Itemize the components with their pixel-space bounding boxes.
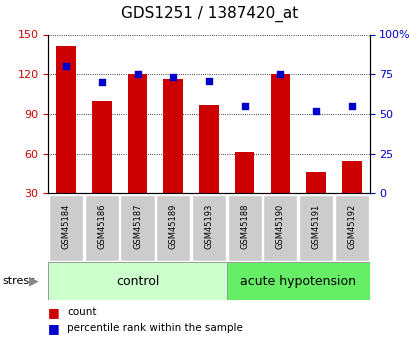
FancyBboxPatch shape	[263, 195, 297, 261]
Text: control: control	[116, 275, 159, 288]
Text: GSM45188: GSM45188	[240, 204, 249, 249]
Text: percentile rank within the sample: percentile rank within the sample	[67, 324, 243, 333]
Bar	[56, 47, 76, 193]
Bar	[199, 105, 219, 193]
Bar	[235, 152, 255, 193]
Text: acute hypotension: acute hypotension	[240, 275, 356, 288]
Point	[63, 63, 70, 69]
Point	[277, 71, 284, 77]
Bar	[128, 74, 147, 193]
Text: GSM45191: GSM45191	[312, 204, 320, 249]
Text: GSM45193: GSM45193	[205, 204, 213, 249]
FancyBboxPatch shape	[85, 195, 119, 261]
Point	[241, 103, 248, 109]
FancyBboxPatch shape	[299, 195, 333, 261]
Point	[98, 79, 105, 85]
FancyBboxPatch shape	[121, 195, 155, 261]
Text: ■: ■	[48, 306, 60, 319]
Bar	[270, 74, 290, 193]
FancyBboxPatch shape	[49, 195, 83, 261]
Text: GSM45184: GSM45184	[62, 204, 71, 249]
FancyBboxPatch shape	[192, 195, 226, 261]
Text: GSM45192: GSM45192	[347, 204, 356, 249]
Text: stress: stress	[2, 276, 35, 286]
Point	[206, 78, 212, 83]
Text: ■: ■	[48, 322, 60, 335]
FancyBboxPatch shape	[228, 195, 262, 261]
FancyBboxPatch shape	[227, 262, 370, 300]
Text: GSM45189: GSM45189	[169, 204, 178, 249]
Point	[134, 71, 141, 77]
Point	[349, 103, 355, 109]
FancyBboxPatch shape	[335, 195, 369, 261]
Bar	[163, 79, 183, 193]
Text: GSM45186: GSM45186	[97, 204, 106, 249]
Text: count: count	[67, 307, 97, 317]
Text: ▶: ▶	[29, 275, 38, 288]
FancyBboxPatch shape	[48, 262, 227, 300]
Text: GDS1251 / 1387420_at: GDS1251 / 1387420_at	[121, 6, 299, 22]
Text: GSM45190: GSM45190	[276, 204, 285, 249]
Bar	[342, 161, 362, 193]
FancyBboxPatch shape	[156, 195, 190, 261]
Bar	[306, 172, 326, 193]
Bar	[92, 101, 112, 193]
Point	[312, 108, 319, 114]
Text: GSM45187: GSM45187	[133, 204, 142, 249]
Point	[170, 75, 177, 80]
